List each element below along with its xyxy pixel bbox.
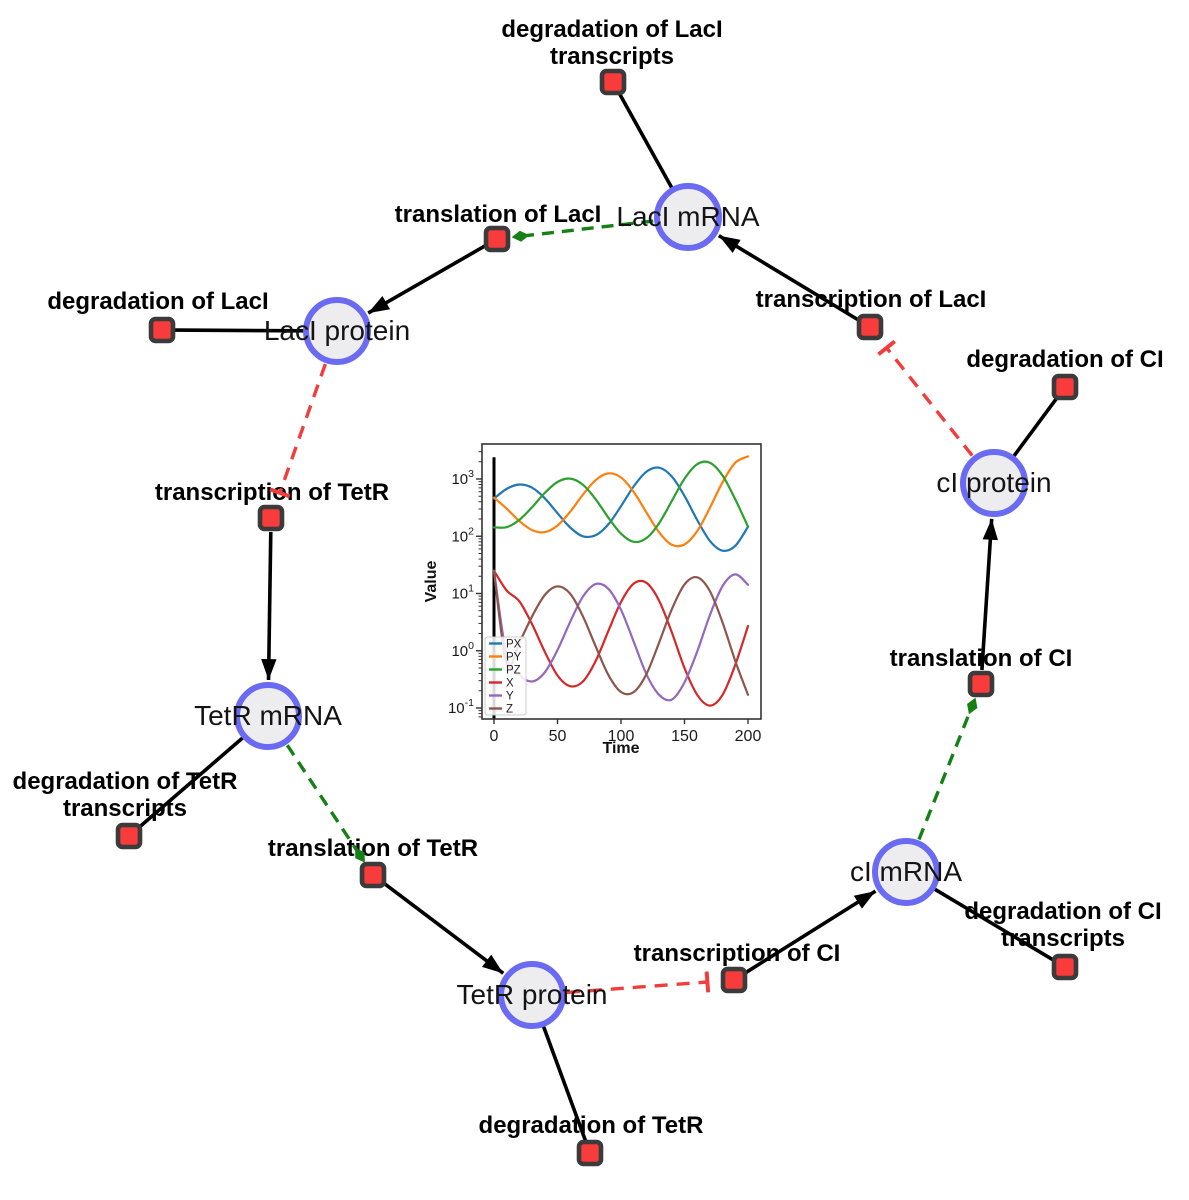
x-tick-label: 0 xyxy=(490,728,499,745)
reaction-node-deg-tetr[interactable] xyxy=(576,1139,604,1167)
edge-consumption-tetr-prot-deg-tetr xyxy=(540,1023,588,1142)
species-node-laci-mrna[interactable] xyxy=(654,183,722,251)
species-node-tetr-mrna[interactable] xyxy=(234,682,302,750)
edge-consumption-tetr-mrna-deg-tetr-tx xyxy=(137,734,246,829)
chart-series-Y xyxy=(492,569,750,702)
reaction-node-tc-laci[interactable] xyxy=(856,313,884,341)
edge-production-tl-tetr-tetr-prot xyxy=(383,881,505,975)
edge-production-tc-ci-ci-mrna xyxy=(744,889,877,975)
edge-catalysis-tetr-mrna-tl-tetr xyxy=(285,744,366,863)
chart-series-Z xyxy=(492,569,750,696)
edge-inhibition-ci-prot-tc-laci xyxy=(877,339,974,457)
chart-series-PX xyxy=(492,466,750,552)
reaction-label-deg-laci-tx: transcripts xyxy=(550,43,674,70)
reaction-label-tc-ci: transcription of CI xyxy=(634,940,841,967)
y-tick-label: 101 xyxy=(451,583,474,603)
reaction-node-tl-ci[interactable] xyxy=(967,670,995,698)
legend-label-X: X xyxy=(506,678,514,690)
x-tick-label: 150 xyxy=(671,728,698,745)
legend-label-Y: Y xyxy=(506,691,514,703)
reaction-label-tc-laci: transcription of LacI xyxy=(756,286,987,313)
edge-catalysis-ci-mrna-tl-ci xyxy=(917,697,978,841)
reaction-node-tc-tetr[interactable] xyxy=(257,504,285,532)
reaction-node-tl-tetr[interactable] xyxy=(359,861,387,889)
species-node-laci-prot[interactable] xyxy=(303,297,371,365)
species-node-ci-prot[interactable] xyxy=(960,449,1028,517)
y-tick-label: 10-1 xyxy=(448,697,474,717)
edge-production-tc-laci-laci-mrna xyxy=(717,234,859,322)
reaction-label-deg-ci-tx: degradation of CI xyxy=(964,898,1161,925)
reaction-label-tc-tetr: transcription of TetR xyxy=(155,479,389,506)
reaction-node-deg-laci-tx[interactable] xyxy=(599,68,627,96)
edge-inhibition-tetr-prot-tc-ci xyxy=(566,971,711,995)
species-label-ci-mrna: cI mRNA xyxy=(850,856,962,887)
reaction-node-tc-ci[interactable] xyxy=(720,966,748,994)
species-node-tetr-prot[interactable] xyxy=(498,961,566,1029)
reaction-label-deg-ci-tx: transcripts xyxy=(1001,925,1125,952)
reaction-label-tl-tetr: translation of TetR xyxy=(268,835,478,862)
reaction-label-deg-ci: degradation of CI xyxy=(966,346,1163,373)
species-label-ci-prot: cI protein xyxy=(936,467,1051,498)
species-node-ci-mrna[interactable] xyxy=(872,838,940,906)
legend-label-Z: Z xyxy=(506,704,513,716)
reaction-labels-layer: degradation of LacItranscriptstranslatio… xyxy=(13,16,1164,1139)
edge-consumption-laci-mrna-deg-laci-tx xyxy=(617,92,675,191)
reaction-node-deg-ci[interactable] xyxy=(1051,373,1079,401)
reaction-node-deg-tetr-tx[interactable] xyxy=(115,822,143,850)
legend-label-PZ: PZ xyxy=(506,665,521,677)
chart-series-X xyxy=(492,569,750,707)
edge-inhibition-laci-prot-tc-tetr xyxy=(269,363,327,499)
x-axis-label: Time xyxy=(602,740,639,757)
edge-catalysis-laci-mrna-tl-laci xyxy=(511,219,654,242)
reaction-label-deg-laci: degradation of LacI xyxy=(47,288,268,315)
edge-production-tc-tetr-tetr-mrna xyxy=(261,531,277,681)
y-axis-label: Value xyxy=(423,561,440,603)
edge-consumption-ci-mrna-deg-ci-tx xyxy=(931,886,1055,962)
y-tick-label: 102 xyxy=(451,525,474,545)
species-label-laci-mrna: LacI mRNA xyxy=(616,201,759,232)
x-tick-label: 100 xyxy=(608,728,635,745)
x-tick-label: 50 xyxy=(549,728,567,745)
reaction-label-deg-tetr: degradation of TetR xyxy=(479,1112,704,1139)
species-labels-layer: LacI mRNA LacI protein cI protein TetR mRNA… xyxy=(194,201,1051,1010)
chart-series-PZ xyxy=(492,460,750,544)
reaction-label-deg-laci-tx: degradation of LacI xyxy=(501,16,722,43)
edge-production-tl-laci-laci-prot xyxy=(367,244,486,315)
chart-background xyxy=(482,444,761,719)
reaction-node-deg-ci-tx[interactable] xyxy=(1051,953,1079,981)
species-label-tetr-mrna: TetR mRNA xyxy=(194,700,342,731)
nodes-layer xyxy=(115,68,1079,1167)
edges-layer xyxy=(137,92,1059,1142)
x-tick-label: 200 xyxy=(735,728,762,745)
species-label-laci-prot: LacI protein xyxy=(264,315,410,346)
species-label-tetr-prot: TetR protein xyxy=(457,979,608,1010)
y-tick-label: 100 xyxy=(451,640,474,660)
legend-label-PX: PX xyxy=(506,639,522,651)
legend-label-PY: PY xyxy=(506,652,522,664)
reaction-node-tl-laci[interactable] xyxy=(483,225,511,253)
edge-consumption-laci-prot-deg-laci xyxy=(174,328,307,333)
reaction-label-tl-laci: translation of LacI xyxy=(395,201,602,228)
timeseries-inset-chart: 0 50 100 150 20010-1100101102103TimeValuePXP… xyxy=(423,443,762,757)
reaction-label-deg-tetr-tx: transcripts xyxy=(63,795,187,822)
reaction-node-deg-laci[interactable] xyxy=(148,316,176,344)
edge-production-tl-ci-ci-prot xyxy=(980,518,999,671)
y-tick-label: 103 xyxy=(451,468,474,488)
chart-series-PY xyxy=(492,455,750,548)
edge-consumption-ci-prot-deg-ci xyxy=(1010,396,1059,460)
